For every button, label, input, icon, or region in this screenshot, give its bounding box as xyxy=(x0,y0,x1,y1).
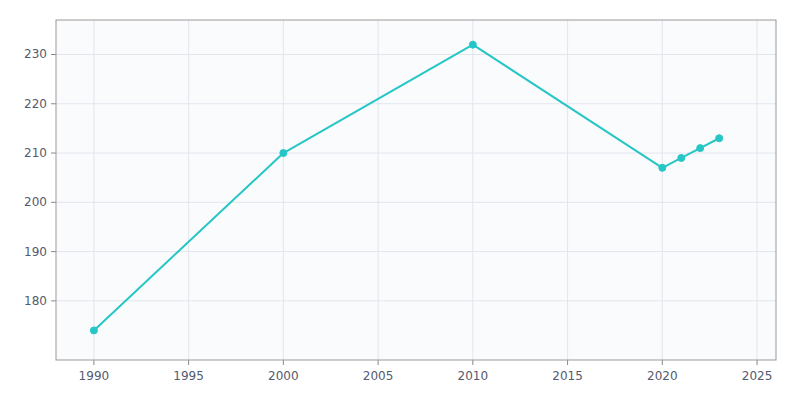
chart-container: 1990 1995 2000 2005 2010 2015 2020 2025 180 190 20… xyxy=(0,0,800,400)
y-tick xyxy=(51,202,56,203)
x-grid-line xyxy=(93,20,94,360)
y-tick-label: 200 xyxy=(24,195,47,209)
y-tick-label: 220 xyxy=(24,97,47,111)
x-tick xyxy=(757,360,758,365)
x-tick xyxy=(378,360,379,365)
x-tick xyxy=(567,360,568,365)
point xyxy=(678,154,685,161)
x-grid-line xyxy=(378,20,379,360)
x-tick-label: 2015 xyxy=(552,369,583,383)
y-tick-label: 180 xyxy=(24,294,47,308)
x-grid-line xyxy=(567,20,568,360)
x-tick-label: 2020 xyxy=(647,369,678,383)
y-tick xyxy=(51,54,56,55)
y-tick-label: 190 xyxy=(24,245,47,259)
line xyxy=(94,45,719,331)
x-grid-line xyxy=(472,20,473,360)
x-tick xyxy=(93,360,94,365)
x-grid-line xyxy=(188,20,189,360)
x-tick-label: 2010 xyxy=(458,369,489,383)
x-tick xyxy=(472,360,473,365)
x-tick-label: 2000 xyxy=(268,369,299,383)
axes: 1990 1995 2000 2005 2010 2015 2020 2025 180 190 20… xyxy=(24,20,776,383)
plot-background xyxy=(56,20,776,360)
y-grid-line xyxy=(56,54,776,55)
plot-frame xyxy=(56,20,776,360)
x-tick xyxy=(662,360,663,365)
x-tick-label: 1990 xyxy=(79,369,110,383)
x-tick-label: 2025 xyxy=(742,369,773,383)
y-tick-label: 210 xyxy=(24,146,47,160)
point xyxy=(697,145,704,152)
x-grid-line xyxy=(757,20,758,360)
y-grid-line xyxy=(56,202,776,203)
point xyxy=(469,41,476,48)
x-grid-line xyxy=(283,20,284,360)
y-tick xyxy=(51,103,56,104)
x-tick-label: 1995 xyxy=(173,369,204,383)
point xyxy=(90,327,97,334)
x-tick xyxy=(283,360,284,365)
grid xyxy=(56,20,776,360)
chart-svg: 1990 1995 2000 2005 2010 2015 2020 2025 180 190 20… xyxy=(0,0,800,400)
point xyxy=(716,135,723,142)
x-tick xyxy=(188,360,189,365)
y-tick-label: 230 xyxy=(24,47,47,61)
point xyxy=(659,164,666,171)
point xyxy=(280,150,287,157)
y-grid-line xyxy=(56,103,776,104)
y-tick xyxy=(51,153,56,154)
x-grid-line xyxy=(662,20,663,360)
x-tick-label: 2005 xyxy=(363,369,394,383)
y-tick xyxy=(51,251,56,252)
y-tick xyxy=(51,300,56,301)
series xyxy=(90,41,722,334)
y-grid-line xyxy=(56,153,776,154)
y-grid-line xyxy=(56,251,776,252)
y-grid-line xyxy=(56,300,776,301)
